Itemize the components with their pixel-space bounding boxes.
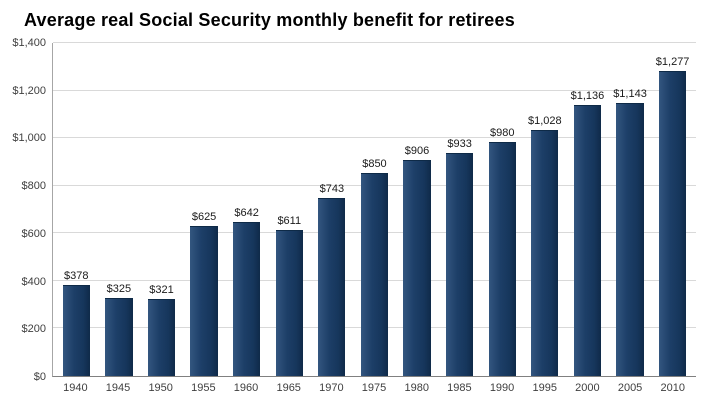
bar-slot: $1,028 [524,43,567,376]
bar-slot: $906 [396,43,439,376]
bar-value-label: $1,136 [570,89,605,102]
y-tick-label: $800 [21,180,46,193]
bar-value-label: $933 [447,138,472,151]
x-tick-label: 1990 [489,382,515,394]
bar-slot: $850 [353,43,396,376]
bar [403,159,431,376]
x-tick-label: 1940 [63,382,88,394]
bar [573,104,602,376]
bar-value-label: $850 [362,157,387,170]
bar-slot: $1,143 [609,43,652,376]
y-tick-label: $400 [21,275,46,288]
bar [275,229,303,376]
bar-value-label: $906 [404,144,430,157]
bar-value-label: $743 [319,183,345,196]
x-tick-label: 1995 [532,382,557,394]
gridline [53,42,696,43]
bar [360,172,389,376]
x-tick-label: 1965 [276,382,301,394]
bar-value-label: $611 [277,214,302,227]
bar [190,226,218,376]
bar-value-label: $1,028 [528,115,562,128]
bar-slot: $743 [311,43,354,376]
bar-value-label: $980 [489,126,515,139]
bar-value-label: $378 [64,270,89,283]
x-tick-label: 1950 [148,382,173,394]
chart-title: Average real Social Security monthly ben… [24,10,515,30]
bar [616,103,644,376]
x-tick-label: 1980 [404,382,429,394]
bar-value-label: $625 [191,211,217,224]
bar-slot: $642 [225,43,268,376]
bar-slot: $1,277 [651,43,694,376]
bar [318,198,346,376]
y-axis: $0 $200 $400 $600 $800 $1,000 $1,200 $1,400 [8,37,52,383]
x-axis: 1940 1945 1950 1955 1960 1965 1970 1975 1980 1985… [52,377,696,397]
bar-value-label: $1,277 [655,56,690,69]
gridline [53,137,696,139]
y-tick-label: $200 [21,323,46,336]
x-tick-label: 2005 [617,382,643,394]
bar [446,153,474,376]
bar-slot: $325 [98,43,141,376]
bar-series: $378 $325 $321 $625 $642 $611 $743 $850 $906 $933… [53,43,696,376]
bar [233,222,261,376]
x-tick-label: 1985 [447,382,472,394]
x-tick-label: 1960 [233,382,259,394]
bar-slot: $933 [438,43,481,376]
bar-value-label: $1,143 [613,88,647,101]
y-tick-label: $1,200 [12,84,46,97]
x-tick-label: 1975 [361,382,387,394]
x-tick-label: 2000 [575,382,600,394]
x-tick-label: 1955 [191,382,216,394]
bar-slot: $625 [183,43,226,376]
bar-value-label: $325 [106,282,132,295]
bar-slot: $321 [140,43,183,376]
bar-slot: $980 [481,43,524,376]
bar-value-label: $642 [234,207,259,220]
bar-value-label: $321 [149,283,174,296]
x-tick-label: 2010 [660,382,685,394]
bar [105,297,133,376]
x-tick-label: 1970 [319,382,344,394]
chart-body: $0 $200 $400 $600 $800 $1,000 $1,200 $1,400 $37… [8,37,696,383]
bar [147,298,176,376]
bar [62,285,90,376]
bar-slot: $1,136 [566,43,609,376]
y-tick-label: $1,000 [12,132,46,145]
bar [488,141,516,376]
gridline [53,89,696,91]
bar-slot: $611 [268,43,311,376]
x-tick-label: 1945 [105,382,131,394]
bar [531,130,559,376]
plot-area: $378 $325 $321 $625 $642 $611 $743 $850 $906 $933… [52,42,696,377]
bar-slot: $378 [55,43,98,376]
y-tick-label: $0 [33,371,46,383]
y-tick-label: $1,400 [12,37,46,49]
bar [658,71,687,376]
y-tick-label: $600 [21,227,46,240]
